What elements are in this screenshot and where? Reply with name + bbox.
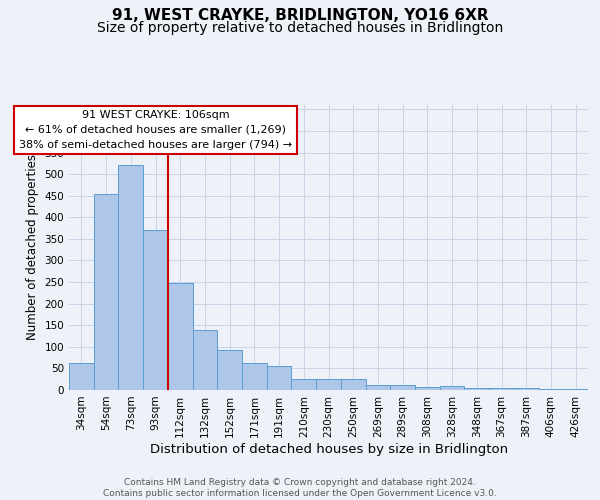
Bar: [94, 194, 118, 390]
Y-axis label: Number of detached properties: Number of detached properties: [26, 154, 39, 340]
Bar: [316, 379, 341, 390]
Bar: [563, 389, 588, 390]
Bar: [415, 388, 440, 390]
Bar: [69, 363, 94, 390]
Bar: [514, 388, 539, 390]
Bar: [168, 283, 193, 390]
Bar: [292, 379, 316, 390]
Bar: [365, 385, 390, 390]
Bar: [267, 366, 292, 390]
Text: 91 WEST CRAYKE: 106sqm
← 61% of detached houses are smaller (1,269)
38% of semi-: 91 WEST CRAYKE: 106sqm ← 61% of detached…: [19, 110, 292, 150]
Text: Distribution of detached houses by size in Bridlington: Distribution of detached houses by size …: [150, 442, 508, 456]
Bar: [217, 350, 242, 390]
Bar: [193, 330, 217, 390]
Text: Size of property relative to detached houses in Bridlington: Size of property relative to detached ho…: [97, 21, 503, 35]
Text: 91, WEST CRAYKE, BRIDLINGTON, YO16 6XR: 91, WEST CRAYKE, BRIDLINGTON, YO16 6XR: [112, 8, 488, 22]
Bar: [489, 388, 514, 390]
Bar: [341, 379, 365, 390]
Bar: [242, 363, 267, 390]
Text: Contains HM Land Registry data © Crown copyright and database right 2024.
Contai: Contains HM Land Registry data © Crown c…: [103, 478, 497, 498]
Bar: [464, 388, 489, 390]
Bar: [118, 166, 143, 390]
Bar: [440, 386, 464, 390]
Bar: [539, 389, 563, 390]
Bar: [143, 230, 168, 390]
Bar: [390, 385, 415, 390]
